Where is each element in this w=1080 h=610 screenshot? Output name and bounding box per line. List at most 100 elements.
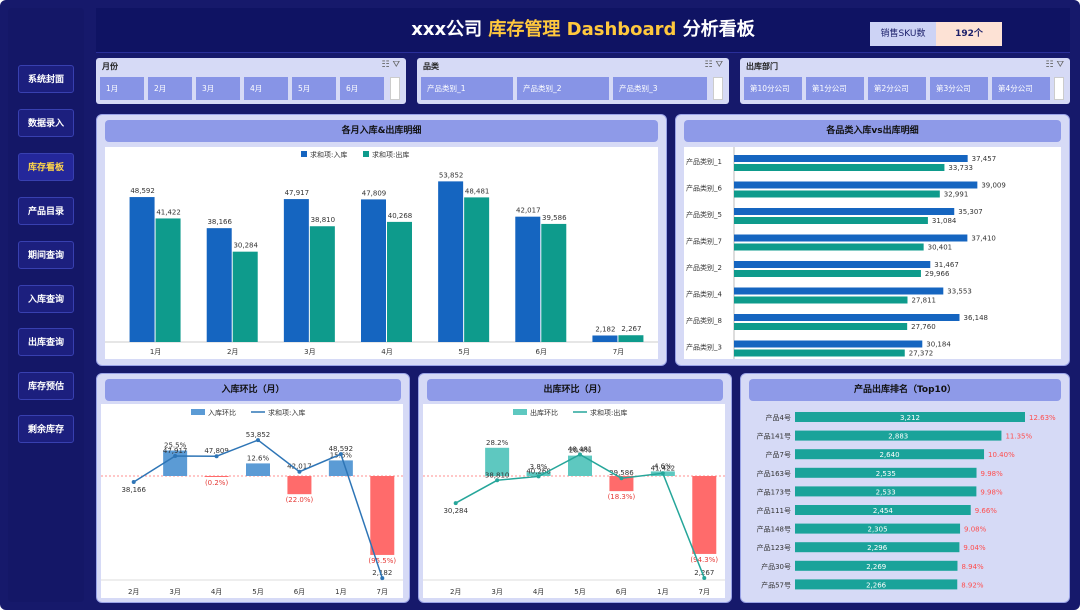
ratio-bar[interactable]	[485, 447, 510, 476]
clear-filter-icon[interactable]: ⛛	[392, 60, 400, 70]
rank-bar[interactable]	[795, 505, 971, 515]
rank-bar[interactable]	[795, 579, 958, 590]
bar[interactable]	[734, 261, 931, 268]
sidebar-item-inbound-query[interactable]: 入库查询	[18, 285, 74, 313]
sidebar-item-data-entry[interactable]: 数据录入	[18, 109, 74, 137]
month-option[interactable]: 1月	[100, 77, 144, 100]
month-slicer-scrollbar[interactable]	[390, 77, 400, 100]
bar[interactable]	[734, 349, 905, 357]
ratio-bar[interactable]	[246, 463, 270, 476]
value-point[interactable]	[131, 480, 136, 485]
ratio-bar[interactable]	[568, 455, 592, 476]
rank-bar[interactable]	[795, 430, 1002, 441]
value-point[interactable]	[338, 452, 343, 457]
rank-bar[interactable]	[795, 449, 985, 460]
data-label: 48,592	[130, 187, 155, 195]
rank-bar[interactable]	[795, 467, 977, 478]
ratio-bar[interactable]	[370, 476, 395, 555]
bar[interactable]	[283, 199, 309, 342]
ratio-bar[interactable]	[526, 472, 551, 476]
sidebar-item-remaining-stock[interactable]: 剩余库存	[18, 415, 74, 443]
department-option[interactable]: 第4分公司	[992, 77, 1050, 100]
rank-bar[interactable]	[795, 542, 960, 553]
bar[interactable]	[734, 243, 924, 251]
month-option[interactable]: 3月	[196, 77, 240, 100]
bar[interactable]	[734, 164, 945, 171]
sidebar-item-period-query[interactable]: 期间查询	[18, 241, 74, 269]
bar[interactable]	[515, 216, 541, 342]
bar[interactable]	[734, 323, 908, 330]
ratio-bar[interactable]	[204, 476, 229, 477]
sidebar-item-outbound-query[interactable]: 出库查询	[18, 328, 74, 356]
multi-select-icon[interactable]: ☷	[704, 60, 713, 70]
bar[interactable]	[734, 296, 908, 304]
bar[interactable]	[155, 218, 181, 342]
department-option[interactable]: 第2分公司	[868, 77, 926, 100]
bar[interactable]	[438, 181, 464, 342]
bar[interactable]	[734, 314, 960, 321]
ratio-bar[interactable]	[692, 476, 717, 554]
category-option[interactable]: 产品类别_1	[421, 77, 513, 100]
value-point[interactable]	[536, 474, 541, 479]
sidebar-item-inventory-dashboard[interactable]: 库存看板	[18, 153, 74, 181]
clear-filter-icon[interactable]: ⛛	[715, 60, 723, 70]
bar[interactable]	[232, 251, 258, 342]
value-point[interactable]	[297, 469, 302, 474]
department-option[interactable]: 第3分公司	[930, 77, 988, 100]
department-option[interactable]: 第1分公司	[806, 77, 864, 100]
category-option[interactable]: 产品类别_2	[517, 77, 609, 100]
ratio-bar[interactable]	[287, 476, 312, 495]
bar[interactable]	[734, 217, 928, 224]
value-point[interactable]	[702, 575, 707, 580]
bar[interactable]	[618, 335, 644, 342]
rank-bar[interactable]	[795, 412, 1025, 422]
sidebar-item-product-catalog[interactable]: 产品目录	[18, 197, 74, 225]
rank-bar[interactable]	[795, 523, 961, 534]
sidebar-item-inventory-forecast[interactable]: 库存预估	[18, 372, 74, 400]
bar[interactable]	[206, 228, 232, 342]
value-point[interactable]	[173, 453, 178, 458]
rank-bar[interactable]	[795, 560, 958, 571]
bar[interactable]	[387, 221, 412, 342]
department-slicer-scrollbar[interactable]	[1054, 77, 1064, 100]
legend-label: 求和项:出库	[590, 408, 627, 417]
bar[interactable]	[734, 208, 955, 215]
bar[interactable]	[464, 197, 490, 342]
month-option[interactable]: 4月	[244, 77, 288, 100]
value-point[interactable]	[256, 438, 260, 443]
month-option[interactable]: 5月	[292, 77, 336, 100]
bar[interactable]	[361, 199, 386, 342]
month-option[interactable]: 6月	[340, 77, 384, 100]
bar[interactable]	[734, 190, 940, 198]
bar[interactable]	[734, 270, 921, 277]
sidebar-item-cover[interactable]: 系统封面	[18, 65, 74, 93]
department-option[interactable]: 第10分公司	[744, 77, 802, 100]
month-option[interactable]: 2月	[148, 77, 192, 100]
bar[interactable]	[592, 335, 618, 342]
ratio-bar[interactable]	[328, 460, 353, 476]
ratio-bar[interactable]	[609, 476, 634, 492]
bar[interactable]	[129, 197, 155, 342]
value-point[interactable]	[453, 501, 458, 506]
multi-select-icon[interactable]: ☷	[381, 60, 390, 70]
rank-bar[interactable]	[795, 486, 977, 497]
data-label: 31,084	[932, 217, 957, 225]
value-point[interactable]	[660, 471, 665, 476]
ratio-label: 20.4%	[569, 447, 592, 455]
bar[interactable]	[734, 155, 968, 162]
value-point[interactable]	[578, 452, 582, 457]
bar[interactable]	[541, 223, 567, 342]
bar[interactable]	[734, 234, 968, 242]
bar[interactable]	[734, 181, 978, 189]
bar[interactable]	[734, 340, 923, 348]
bar[interactable]	[734, 287, 944, 295]
category-option[interactable]: 产品类别_3	[613, 77, 707, 100]
value-point[interactable]	[214, 454, 219, 459]
bar[interactable]	[309, 226, 335, 342]
value-point[interactable]	[495, 478, 500, 483]
value-point[interactable]	[619, 476, 624, 481]
category-slicer-scrollbar[interactable]	[713, 77, 723, 100]
clear-filter-icon[interactable]: ⛛	[1056, 60, 1064, 70]
value-point[interactable]	[380, 576, 385, 581]
multi-select-icon[interactable]: ☷	[1045, 60, 1054, 70]
